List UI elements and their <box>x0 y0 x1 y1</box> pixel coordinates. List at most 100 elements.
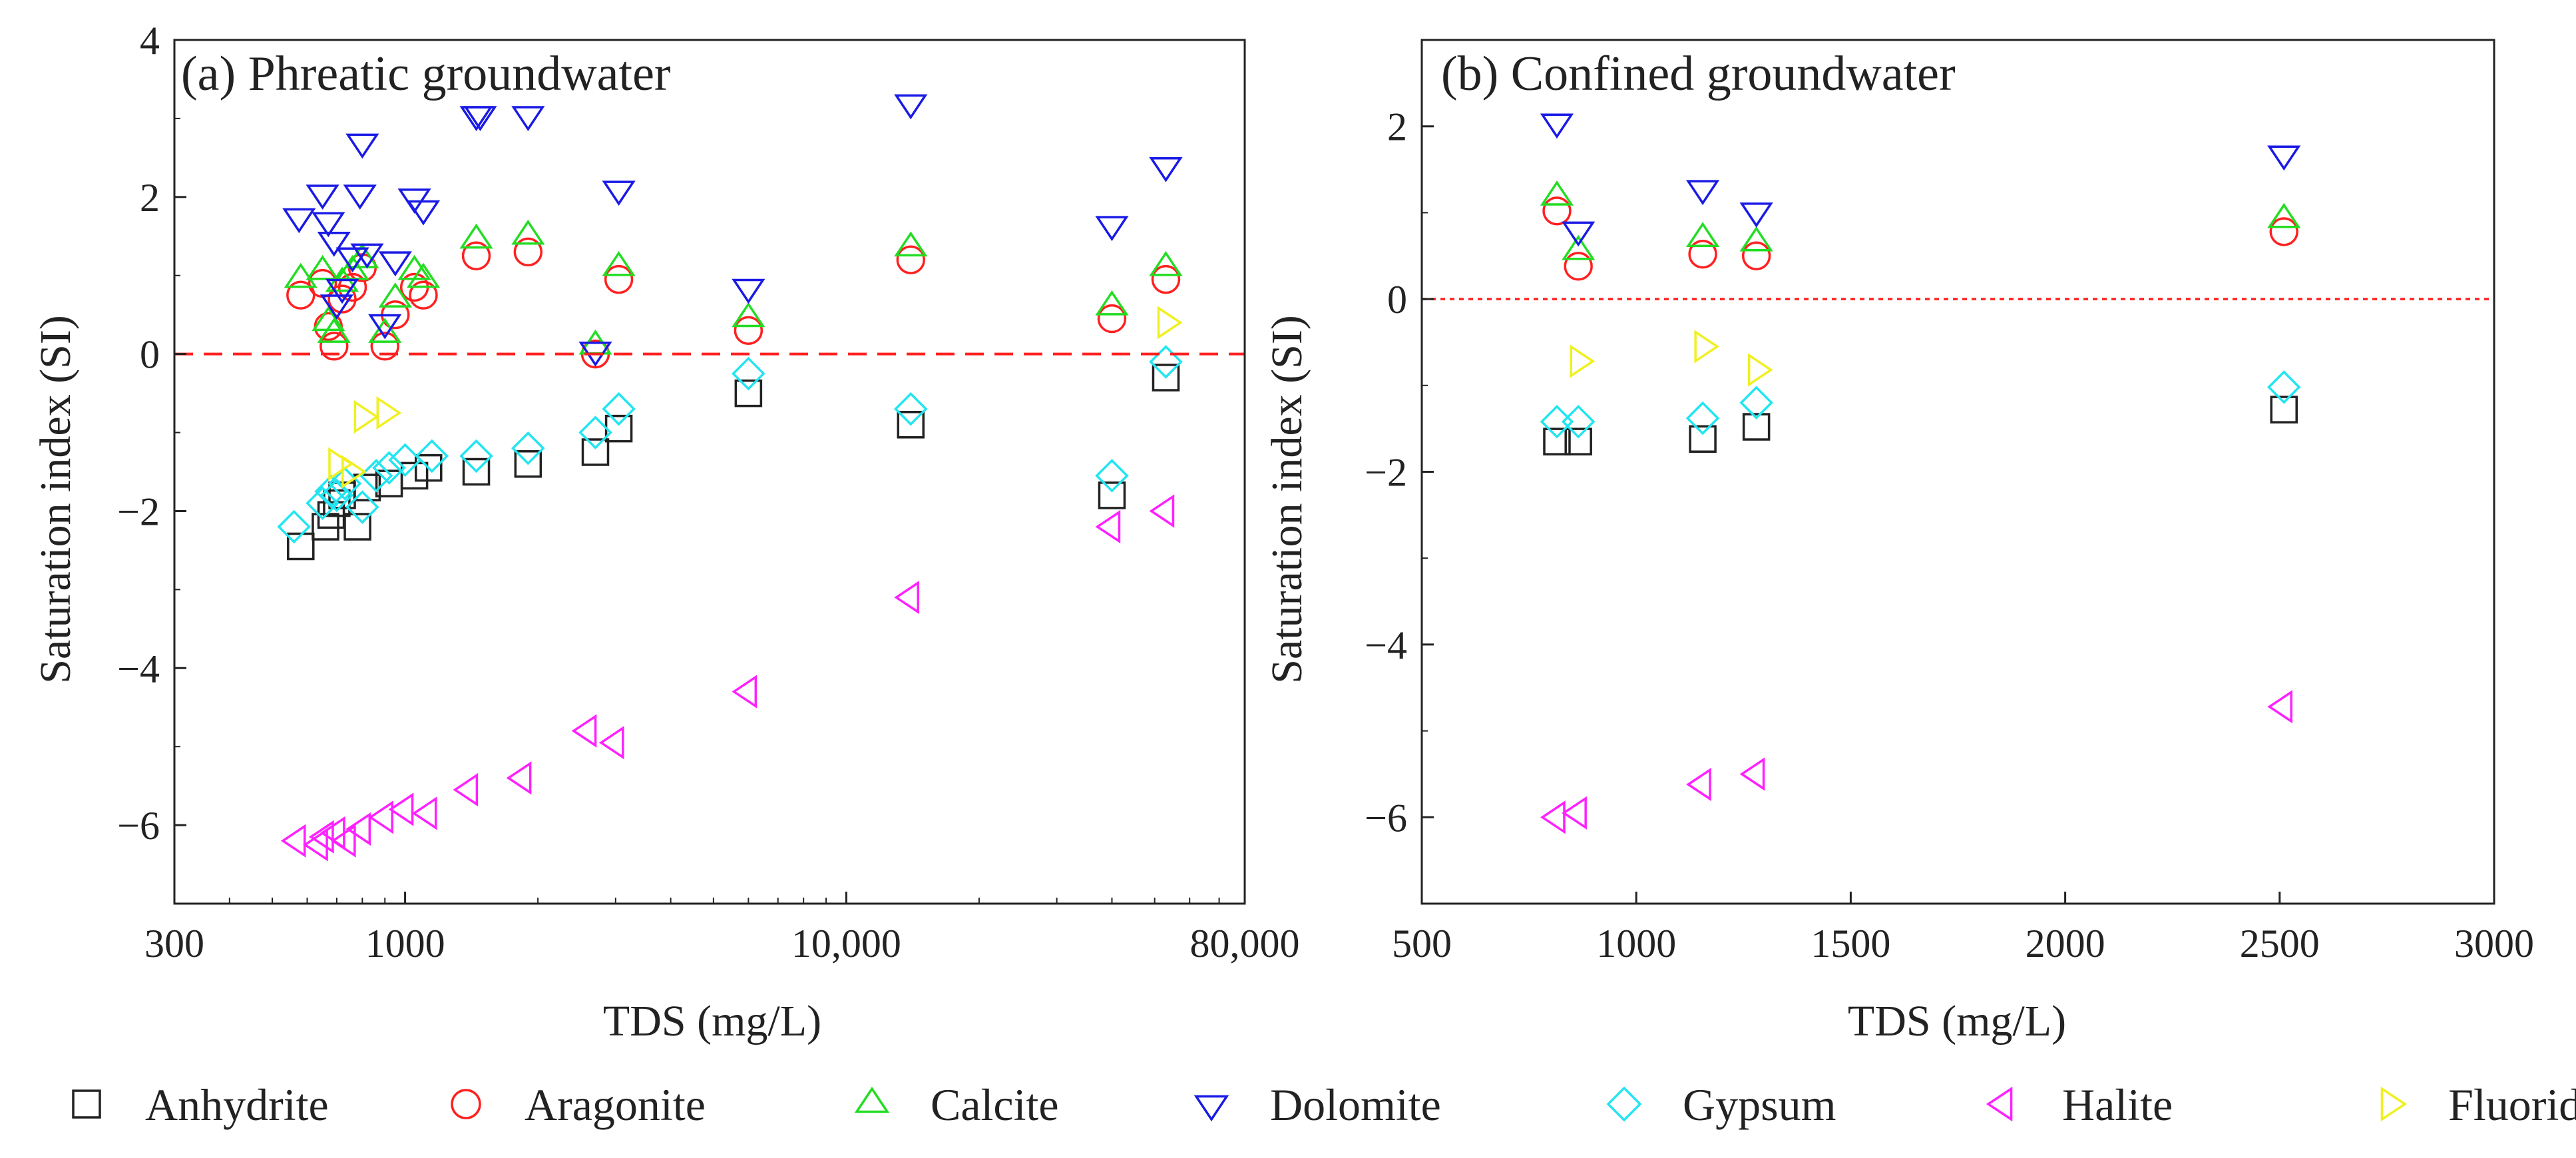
panel-a-anhydrite-point <box>353 473 381 501</box>
panel-a-plot-frame <box>173 39 1246 905</box>
panel-a-gypsum-point <box>359 459 393 493</box>
panel-a-dolomite-point <box>463 106 497 132</box>
panel-a-gypsum-point <box>578 416 612 449</box>
panel-b-y-tick-label: 2 <box>1387 105 1407 149</box>
legend-label-anhydrite: Anhydrite <box>145 1079 329 1130</box>
panel-a-aragonite-point <box>1151 264 1181 294</box>
panel-b-fluoride-point <box>1747 353 1773 387</box>
panel-a-aragonite-point <box>320 332 349 361</box>
legend-label-gypsum: Gypsum <box>1683 1079 1836 1130</box>
panel-a-dolomite-point <box>350 243 384 269</box>
panel-a-halite-point <box>308 820 334 854</box>
panel-a-anhydrite-point <box>462 457 491 486</box>
panel-a-dolomite-point <box>282 208 316 234</box>
panel-b-dolomite-point <box>1540 113 1574 139</box>
panel-a-dolomite-point <box>368 314 402 340</box>
panel-a-marks <box>277 94 1183 862</box>
legend-marker-anhydrite <box>72 1089 101 1119</box>
panel-b-x-ticks: 500 1000 1500 2000 2500 3000 <box>1392 892 2534 966</box>
panel-a-halite-point <box>368 800 393 834</box>
panel-a-dolomite-point <box>894 94 928 120</box>
panel-a-aragonite-point <box>409 280 438 310</box>
panel-b-calcite-point <box>1739 226 1773 252</box>
panel-a-anhydrite-point <box>323 489 351 517</box>
legend-label-dolomite: Dolomite <box>1270 1079 1441 1130</box>
legend-marker-halite <box>1986 1086 2013 1122</box>
panel-a-halite-point <box>894 581 919 615</box>
panel-a-anhydrite-point <box>1152 364 1180 392</box>
panel-b-gypsum-point <box>1685 401 1720 435</box>
panel-b-y-tick-label: −2 <box>1365 451 1407 495</box>
panel-a-aragonite-point <box>337 272 367 302</box>
panel-a-title: (a) Phreatic groundwater <box>181 47 671 101</box>
panel-a-anhydrite-point <box>514 449 542 478</box>
legend-marker-dolomite <box>1193 1095 1229 1122</box>
panel-b-halite-point <box>1540 800 1566 834</box>
panel-a-gypsum-point <box>306 486 339 520</box>
panel-a-x-ticks: 300 1000 10,000 80,000 <box>144 892 1300 966</box>
panel-a-halite-point <box>303 828 328 862</box>
panel-a-x-axis-title: TDS (mg/L) <box>603 997 821 1045</box>
panel-a-anhydrite-point <box>897 411 925 439</box>
panel-b-x-axis-title: TDS (mg/L) <box>1848 997 2066 1045</box>
panel-a-halite-point <box>411 796 437 830</box>
panel-a-calcite-point <box>306 254 339 280</box>
panel-a-calcite-point <box>511 219 545 245</box>
panel-a-gypsum-point <box>415 439 449 473</box>
panel-a-x-tick-label: 80,000 <box>1190 922 1300 966</box>
panel-b-calcite-point <box>2267 202 2301 228</box>
panel-a-dolomite-point <box>511 106 545 132</box>
panel-a-halite-point <box>732 675 757 709</box>
panel-a-dolomite-point <box>732 278 765 304</box>
panel-a-fluoride-point <box>1157 306 1183 340</box>
panel-b-halite-point <box>2267 690 2292 724</box>
panel-a-halite-point <box>280 824 306 858</box>
panel-a-calcite-point <box>1095 290 1129 316</box>
panel-a-halite-point <box>598 726 624 760</box>
legend: Anhydrite Aragonite Calcite Dolomite Gypsum H… <box>72 1079 2576 1130</box>
panel-a-calcite-point <box>378 282 412 308</box>
panel-b-title: (b) Confined groundwater <box>1441 47 1956 101</box>
panel-a-aragonite-point <box>513 237 543 267</box>
panel-b-marks <box>1540 113 2301 834</box>
panel-a-gypsum-point <box>602 392 636 426</box>
panel-a-dolomite-point <box>325 278 359 304</box>
panel-a-fluoride-point <box>376 396 402 430</box>
panel-a-gypsum-point <box>511 431 545 465</box>
panel-a-x-tick-label: 10,000 <box>791 922 901 966</box>
panel-b-aragonite-point <box>1688 239 1717 269</box>
panel-b-x-tick-label: 500 <box>1392 922 1452 966</box>
panel-b-fluoride-point <box>1570 344 1596 378</box>
panel-a-y-tick-label: 2 <box>140 176 160 220</box>
panel-a-calcite-point <box>345 243 379 268</box>
legend-label-fluoride: Fluoride <box>2448 1079 2576 1130</box>
panel-a-gypsum-point <box>388 443 422 477</box>
panel-a-halite-point <box>506 761 532 795</box>
panel-a-calcite-point <box>284 262 318 288</box>
panel-b-x-tick-label: 2500 <box>2240 922 2320 966</box>
panel-a-halite-point <box>1149 494 1175 528</box>
panel-a-calcite-point <box>406 262 441 288</box>
panel-a-anhydrite-point <box>375 469 403 497</box>
panel-a-calcite-point <box>317 318 351 343</box>
panel-b-aragonite-point <box>1564 252 1593 281</box>
panel-a-anhydrite-point <box>415 453 443 482</box>
panel-a-dolomite-point <box>306 184 339 210</box>
panel-a-calcite-point <box>732 302 765 328</box>
legend-marker-aragonite <box>451 1089 481 1119</box>
panel-b-halite-point <box>1686 767 1711 802</box>
panel-b-y-axis-title: Saturation index (SI) <box>1263 315 1311 684</box>
panel-a-dolomite-point <box>406 200 441 226</box>
panel-a-anhydrite-point <box>312 513 339 541</box>
panel-a-y-tick-label: 0 <box>140 333 160 377</box>
panel-a-anhydrite-point <box>604 414 633 443</box>
panel-a-gypsum-point <box>345 490 379 524</box>
panel-b-aragonite-point <box>1542 196 1572 226</box>
panel-a-calcite-point <box>368 318 402 343</box>
panel-b-y-ticks: 2 0 −2 −4 −6 <box>1365 39 1434 904</box>
panel-a-y-tick-label: −6 <box>117 804 160 848</box>
legend-marker-fluoride <box>2380 1086 2408 1122</box>
panel-a-dolomite-point <box>312 212 345 238</box>
panel-a-gypsum-point <box>1095 459 1129 493</box>
